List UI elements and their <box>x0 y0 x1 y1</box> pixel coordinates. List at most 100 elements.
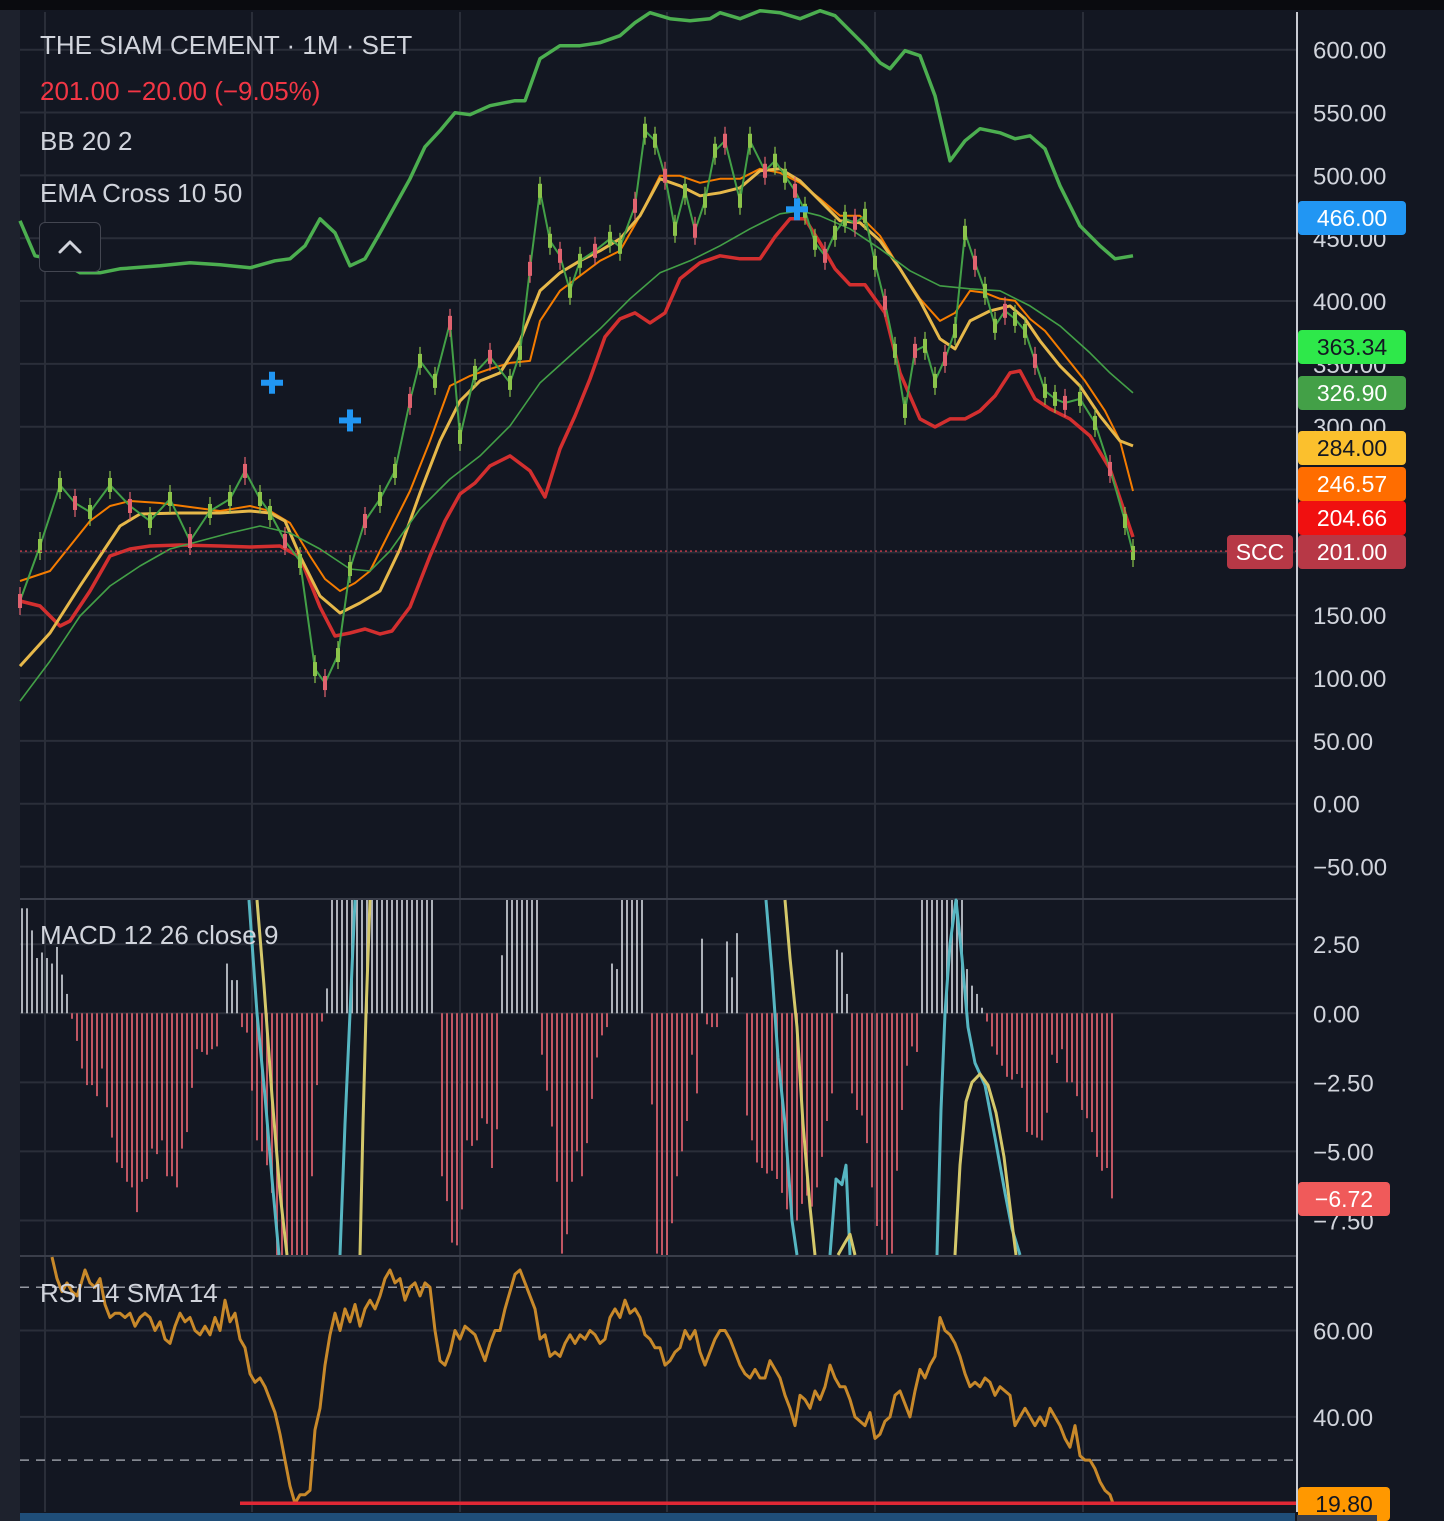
candle-body <box>508 375 512 390</box>
candle-body <box>313 662 317 677</box>
axis-tick-label[interactable]: 2.50 <box>1313 932 1360 959</box>
series-ema50[interactable] <box>19 210 1134 702</box>
series-signal[interactable] <box>836 1232 857 1256</box>
axis-tick-label[interactable]: 600.00 <box>1313 38 1386 65</box>
series-macd[interactable] <box>935 898 1022 1256</box>
time-scrollbar[interactable] <box>20 1513 1295 1521</box>
candle-body <box>393 463 397 478</box>
series-macd[interactable] <box>338 899 357 1256</box>
candle-body <box>643 123 647 138</box>
series-macd[interactable] <box>764 899 799 1256</box>
candle-body <box>913 343 917 358</box>
candle-body <box>843 211 847 226</box>
candle-body <box>933 373 937 388</box>
time-scrollbar-thumb[interactable] <box>1297 1515 1377 1521</box>
axis-tick-label[interactable]: 60.00 <box>1313 1318 1373 1345</box>
candle-body <box>108 477 112 492</box>
price-badge: 204.66 <box>1298 501 1406 535</box>
candle-body <box>243 463 247 478</box>
axis-tick-label[interactable]: 50.00 <box>1313 729 1373 756</box>
axis-tick-label[interactable]: 40.00 <box>1313 1405 1373 1432</box>
macd-indicator-label[interactable]: MACD 12 26 close 9 <box>40 920 279 950</box>
series-signal[interactable] <box>953 1072 1018 1256</box>
series-rsi[interactable] <box>50 1256 1115 1505</box>
axis-tick-label[interactable]: 550.00 <box>1313 101 1386 128</box>
collapse-legend-button[interactable] <box>39 222 101 272</box>
candle-body <box>1003 303 1007 318</box>
candle-body <box>713 143 717 158</box>
candle-body <box>783 168 787 183</box>
candle-body <box>693 223 697 238</box>
series-lower[interactable] <box>19 217 1135 638</box>
candle-body <box>188 533 192 548</box>
bb-indicator-label[interactable]: BB 20 2 <box>40 126 133 156</box>
candle-body <box>1033 353 1037 368</box>
series-macd[interactable] <box>247 899 281 1256</box>
candle-body <box>58 477 62 492</box>
candle-body <box>773 153 777 168</box>
candle-body <box>983 283 987 298</box>
axis-tick-label[interactable]: 150.00 <box>1313 603 1386 630</box>
candle-body <box>1131 545 1135 560</box>
ema-cross-marker[interactable] <box>261 371 283 394</box>
candle-body <box>653 133 657 148</box>
candle-body <box>1093 415 1097 430</box>
candle-body <box>763 163 767 178</box>
candle-body <box>448 315 452 330</box>
rsi-indicator-label[interactable]: RSI 14 SMA 14 <box>40 1278 218 1308</box>
price-badge: 246.57 <box>1298 467 1406 501</box>
candle-body <box>518 345 522 360</box>
price-change: 201.00 −20.00 (−9.05%) <box>40 76 321 106</box>
series-signal[interactable] <box>358 899 372 1256</box>
macd-pane[interactable] <box>21 898 1113 1256</box>
axis-tick-label[interactable]: 500.00 <box>1313 163 1386 190</box>
candle-body <box>683 183 687 198</box>
series-signal[interactable] <box>783 899 817 1256</box>
candle-body <box>703 193 707 208</box>
symbol-title[interactable]: THE SIAM CEMENT · 1M · SET <box>40 30 413 60</box>
rsi-pane[interactable] <box>20 1256 1296 1505</box>
price-axis[interactable]: 600.00550.00500.00450.00400.00350.00300.… <box>1313 38 1387 1432</box>
candle-body <box>473 365 477 380</box>
candle-body <box>336 648 340 663</box>
ema-cross-marker[interactable] <box>786 198 808 221</box>
axis-tick-label[interactable]: −5.00 <box>1313 1139 1374 1166</box>
axis-tick-label[interactable]: −2.50 <box>1313 1070 1374 1097</box>
axis-tick-label[interactable]: 100.00 <box>1313 666 1386 693</box>
price-badge: 326.90 <box>1298 376 1406 410</box>
candle-body <box>578 253 582 268</box>
candle-body <box>128 498 132 513</box>
axis-tick-label[interactable]: 0.00 <box>1313 1001 1360 1028</box>
price-badge: 284.00 <box>1298 431 1406 465</box>
ema-cross-marker[interactable] <box>339 409 361 432</box>
axis-tick-label[interactable]: −50.00 <box>1313 855 1387 882</box>
candle-body <box>923 338 927 353</box>
price-badge: 466.00 <box>1298 201 1406 235</box>
axis-tick-label[interactable]: 0.00 <box>1313 792 1360 819</box>
chevron-up-icon <box>58 240 82 254</box>
candle-body <box>558 248 562 263</box>
candle-body <box>568 283 572 298</box>
candle-body <box>148 513 152 528</box>
candle-body <box>883 295 887 310</box>
series-price[interactable] <box>19 129 1134 685</box>
candle-body <box>793 183 797 198</box>
macd-value-badge: −6.72 <box>1298 1181 1390 1216</box>
axis-tick-label[interactable]: 400.00 <box>1313 289 1386 316</box>
candle-body <box>873 255 877 270</box>
top-edge <box>0 0 1444 10</box>
candle-body <box>1053 391 1057 406</box>
candle-body <box>1043 383 1047 398</box>
candle-body <box>903 403 907 418</box>
candle-body <box>488 349 492 364</box>
ema-indicator-label[interactable]: EMA Cross 10 50 <box>40 178 243 208</box>
candle-body <box>538 183 542 198</box>
series-signal[interactable] <box>255 899 289 1256</box>
candle-body <box>673 221 677 236</box>
price-pane[interactable] <box>18 8 1296 702</box>
series-upper[interactable] <box>18 8 1134 275</box>
candle-body <box>738 193 742 208</box>
series-macd[interactable] <box>828 1163 852 1256</box>
left-edge <box>0 10 20 1521</box>
